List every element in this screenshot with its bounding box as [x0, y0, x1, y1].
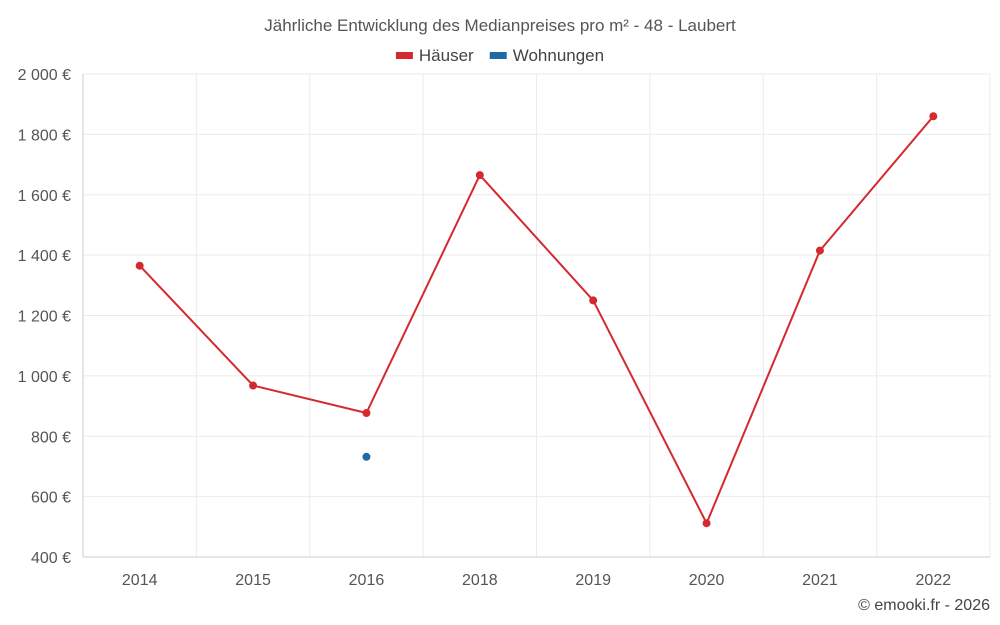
legend-label: Wohnungen: [513, 46, 604, 65]
x-tick-label: 2022: [916, 572, 952, 589]
legend-item-2: Wohnungen: [489, 46, 604, 65]
data-point: [589, 296, 598, 305]
x-axis: 2014 2015 2016 2018 2019 2020 2021 2022: [83, 556, 990, 589]
x-tick-label: 2014: [122, 572, 158, 589]
chart-title: Jährliche Entwicklung des Medianpreises …: [264, 16, 736, 35]
y-tick-label: 1 400 €: [18, 248, 71, 265]
legend: Häuser Wohnungen: [395, 46, 604, 65]
legend-item-1: Häuser: [395, 46, 474, 65]
y-axis: 400 € 600 € 800 € 1 000 € 1 200 € 1 400 € 1 60…: [18, 67, 84, 567]
legend-label: Häuser: [419, 46, 474, 65]
x-tick-label: 2019: [575, 572, 611, 589]
series-1: [135, 112, 938, 528]
credit-text: © emooki.fr - 2026: [858, 597, 990, 614]
x-tick-label: 2018: [462, 572, 498, 589]
series-2: [362, 452, 371, 461]
y-tick-label: 1 800 €: [18, 127, 71, 144]
data-point: [135, 261, 144, 270]
series-layer: [135, 112, 938, 528]
y-tick-label: 1 200 €: [18, 309, 71, 326]
grid: [82, 73, 991, 557]
x-tick-label: 2021: [802, 572, 838, 589]
data-point: [475, 171, 484, 180]
data-point: [929, 112, 938, 121]
data-point: [815, 246, 824, 255]
y-tick-label: 1 000 €: [18, 369, 71, 386]
y-tick-label: 1 600 €: [18, 188, 71, 205]
x-tick-label: 2016: [349, 572, 385, 589]
y-tick-label: 800 €: [31, 429, 71, 446]
x-tick-label: 2015: [235, 572, 271, 589]
legend-swatch: [395, 52, 413, 59]
data-point: [702, 519, 711, 528]
y-tick-label: 600 €: [31, 490, 71, 507]
data-point: [362, 409, 371, 418]
data-point: [362, 452, 371, 461]
series-line: [138, 115, 935, 525]
y-tick-label: 400 €: [31, 550, 71, 567]
x-tick-label: 2020: [689, 572, 725, 589]
legend-swatch: [489, 52, 507, 59]
data-point: [249, 381, 258, 390]
y-tick-label: 2 000 €: [18, 67, 71, 84]
